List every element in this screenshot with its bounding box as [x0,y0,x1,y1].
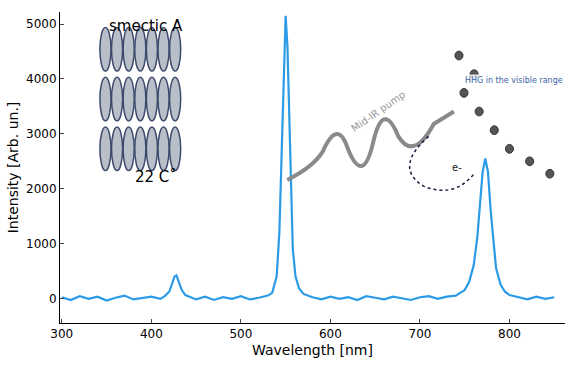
svg-text:smectic A: smectic A [109,17,183,35]
svg-text:0: 0 [49,292,57,306]
svg-text:HHG in the visible range: HHG in the visible range [465,76,563,85]
svg-text:5000: 5000 [26,17,57,31]
svg-text:700: 700 [408,327,431,341]
svg-text:800: 800 [498,327,521,341]
svg-text:3000: 3000 [26,127,57,141]
svg-text:400: 400 [140,327,163,341]
svg-text:1000: 1000 [26,237,57,251]
svg-text:Intensity [Arb. un.]: Intensity [Arb. un.] [5,102,21,234]
svg-text:600: 600 [319,327,342,341]
svg-text:4000: 4000 [26,72,57,86]
svg-text:22 C˚: 22 C˚ [135,168,177,186]
svg-text:2000: 2000 [26,182,57,196]
svg-text:300: 300 [50,327,73,341]
svg-text:Wavelength [nm]: Wavelength [nm] [252,342,373,358]
svg-text:e-: e- [452,162,462,173]
svg-text:500: 500 [229,327,252,341]
svg-text:Mid-IR pump: Mid-IR pump [349,89,407,134]
